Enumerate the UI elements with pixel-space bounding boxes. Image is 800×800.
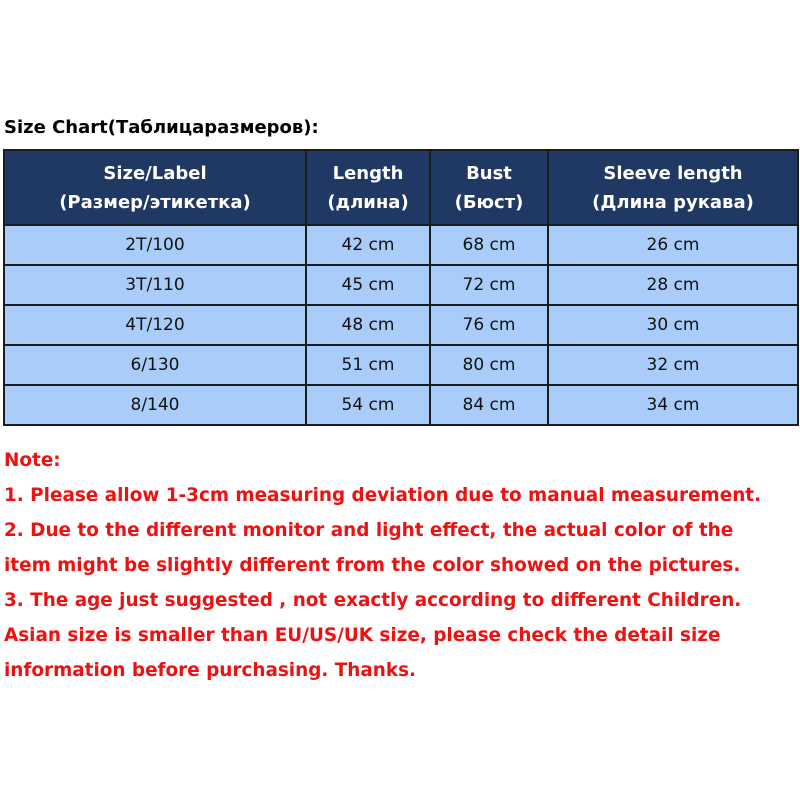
table-row: 4T/120 48 cm 76 cm 30 cm (3, 304, 799, 346)
header-bust-en: Bust (466, 162, 512, 184)
header-length-ru: (длина) (327, 191, 409, 213)
cell-sleeve-length: 32 cm (547, 344, 799, 386)
table-row: 8/140 54 cm 84 cm 34 cm (3, 384, 799, 426)
note-line: 1. Please allow 1-3cm measuring deviatio… (4, 485, 762, 506)
cell-length: 54 cm (305, 384, 431, 426)
table-row: 2T/100 42 cm 68 cm 26 cm (3, 224, 799, 266)
header-bust: Bust (Бюст) (429, 149, 549, 226)
cell-bust: 84 cm (429, 384, 549, 426)
note-line: Asian size is smaller than EU/US/UK size… (4, 625, 721, 646)
note-line: 3. The age just suggested , not exactly … (4, 590, 742, 611)
note-heading: Note: (4, 450, 61, 471)
table-row: 3T/110 45 cm 72 cm 28 cm (3, 264, 799, 306)
cell-size: 4T/120 (3, 304, 307, 346)
cell-sleeve-length: 26 cm (547, 224, 799, 266)
cell-bust: 80 cm (429, 344, 549, 386)
header-bust-ru: (Бюст) (454, 191, 524, 213)
cell-bust: 68 cm (429, 224, 549, 266)
header-size-label-ru: (Размер/этикетка) (59, 191, 251, 213)
cell-length: 42 cm (305, 224, 431, 266)
header-sleeve-length: Sleeve length (Длина рукава) (547, 149, 799, 226)
cell-sleeve-length: 28 cm (547, 264, 799, 306)
header-sleeve-length-ru: (Длина рукава) (592, 191, 754, 213)
table-header-row: Size/Label (Размер/этикетка) Length (дли… (3, 149, 799, 226)
cell-length: 51 cm (305, 344, 431, 386)
cell-size: 8/140 (3, 384, 307, 426)
cell-size: 3T/110 (3, 264, 307, 306)
cell-sleeve-length: 30 cm (547, 304, 799, 346)
page-title: Size Chart(Таблицаразмеров): (4, 117, 319, 138)
header-size-label-en: Size/Label (103, 162, 207, 184)
header-length-en: Length (332, 162, 404, 184)
table-row: 6/130 51 cm 80 cm 32 cm (3, 344, 799, 386)
cell-size: 2T/100 (3, 224, 307, 266)
note-line: item might be slightly different from th… (4, 555, 741, 576)
cell-sleeve-length: 34 cm (547, 384, 799, 426)
note-line: 2. Due to the different monitor and ligh… (4, 520, 734, 541)
header-size-label: Size/Label (Размер/этикетка) (3, 149, 307, 226)
notes-section: Note: 1. Please allow 1-3cm measuring de… (4, 443, 761, 688)
cell-size: 6/130 (3, 344, 307, 386)
note-line: information before purchasing. Thanks. (4, 660, 417, 681)
cell-length: 45 cm (305, 264, 431, 306)
header-length: Length (длина) (305, 149, 431, 226)
header-sleeve-length-en: Sleeve length (603, 162, 743, 184)
size-chart-table: Size/Label (Размер/этикетка) Length (дли… (3, 149, 799, 426)
cell-bust: 72 cm (429, 264, 549, 306)
cell-bust: 76 cm (429, 304, 549, 346)
cell-length: 48 cm (305, 304, 431, 346)
